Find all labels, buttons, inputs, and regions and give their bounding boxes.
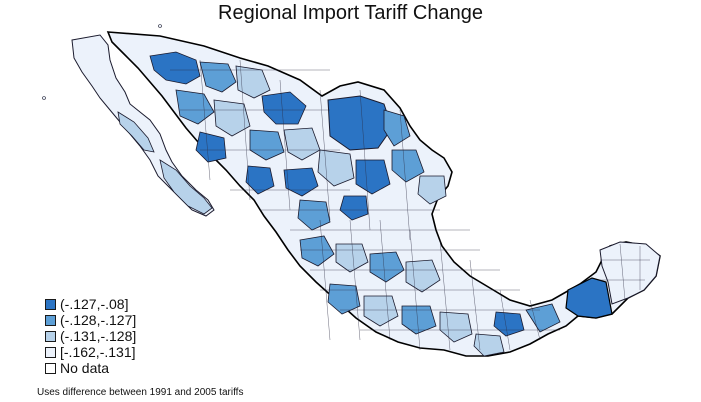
legend-label: [-.162,-.131] bbox=[60, 344, 136, 360]
legend-item: No data bbox=[45, 360, 136, 376]
island-2 bbox=[158, 24, 162, 28]
baja-california-region bbox=[71, 34, 215, 217]
region-dark-2 bbox=[261, 91, 307, 125]
legend-swatch bbox=[45, 346, 56, 358]
map-legend: (-.127,-.08] (-.128,-.127] (-.131,-.128]… bbox=[45, 296, 136, 376]
region-dark-3 bbox=[195, 131, 227, 163]
legend-item: [-.162,-.131] bbox=[45, 344, 136, 360]
footnote: Uses difference between 1991 and 2005 ta… bbox=[37, 387, 244, 398]
region-dark-6 bbox=[327, 95, 393, 151]
region-light-5 bbox=[417, 175, 447, 205]
region-dark-1 bbox=[149, 51, 201, 85]
region-dark-8 bbox=[339, 195, 369, 221]
region-light-9 bbox=[439, 311, 473, 343]
region-light-4 bbox=[317, 149, 355, 187]
region-light-yucatan bbox=[599, 241, 661, 305]
region-mid-6 bbox=[297, 199, 331, 231]
baja-sur-region bbox=[159, 159, 213, 215]
legend-swatch bbox=[45, 298, 56, 310]
legend-item: (-.127,-.08] bbox=[45, 296, 136, 312]
region-mid-7 bbox=[299, 235, 335, 267]
region-mid-4 bbox=[383, 109, 411, 147]
baja-mid-region bbox=[117, 111, 155, 153]
region-dark-7 bbox=[355, 159, 391, 195]
municipality-mesh bbox=[170, 59, 650, 351]
legend-label: (-.127,-.08] bbox=[60, 296, 129, 312]
legend-swatch bbox=[45, 362, 56, 374]
region-dark-5 bbox=[283, 167, 319, 197]
region-mid-5 bbox=[391, 149, 425, 183]
region-light-3 bbox=[283, 127, 321, 161]
legend-label: No data bbox=[60, 360, 110, 376]
legend-swatch bbox=[45, 314, 56, 326]
legend-label: (-.131,-.128] bbox=[60, 328, 137, 344]
region-mid-3 bbox=[249, 129, 285, 161]
region-light-1 bbox=[235, 65, 271, 99]
region-light-10 bbox=[473, 333, 505, 357]
region-dark-campeche bbox=[565, 277, 613, 319]
region-mid-8 bbox=[369, 251, 405, 283]
island-1 bbox=[42, 96, 46, 100]
region-light-6 bbox=[335, 243, 369, 273]
region-light-2 bbox=[213, 99, 251, 137]
region-light-8 bbox=[363, 295, 399, 327]
legend-item: (-.131,-.128] bbox=[45, 328, 136, 344]
legend-swatch bbox=[45, 330, 56, 342]
map-title: Regional Import Tariff Change bbox=[218, 2, 483, 24]
region-mid-11 bbox=[525, 303, 561, 333]
legend-label: (-.128,-.127] bbox=[60, 312, 137, 328]
legend-item: (-.128,-.127] bbox=[45, 312, 136, 328]
region-mid-1 bbox=[199, 61, 237, 93]
